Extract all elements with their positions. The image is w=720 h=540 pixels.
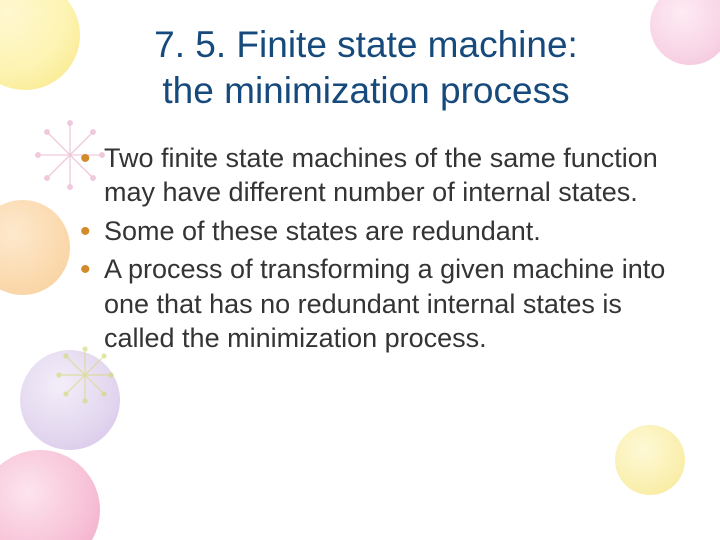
bullet-item: Two finite state machines of the same fu… <box>80 141 672 210</box>
title-line-2: the minimization process <box>162 70 569 111</box>
title-line-1: 7. 5. Finite state machine: <box>154 24 578 65</box>
bullet-item: A process of transforming a given machin… <box>80 252 672 356</box>
bullet-text: Two finite state machines of the same fu… <box>104 143 658 208</box>
bullet-item: Some of these states are redundant. <box>80 214 672 249</box>
bullet-text: Some of these states are redundant. <box>104 216 541 246</box>
bullet-list: Two finite state machines of the same fu… <box>60 141 672 356</box>
slide-container: 7. 5. Finite state machine: the minimiza… <box>0 0 720 540</box>
bullet-text: A process of transforming a given machin… <box>104 254 665 353</box>
slide-title: 7. 5. Finite state machine: the minimiza… <box>70 22 662 115</box>
